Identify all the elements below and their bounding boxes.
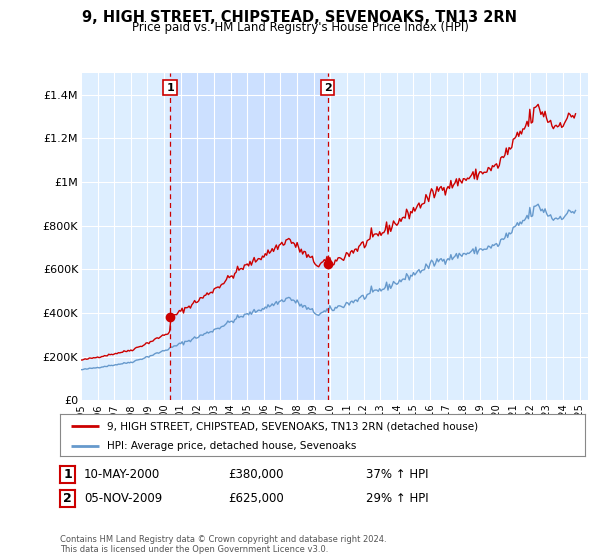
Text: 1: 1 — [63, 468, 72, 481]
Text: £625,000: £625,000 — [228, 492, 284, 505]
Text: 05-NOV-2009: 05-NOV-2009 — [84, 492, 162, 505]
Text: 10-MAY-2000: 10-MAY-2000 — [84, 468, 160, 481]
Text: 29% ↑ HPI: 29% ↑ HPI — [366, 492, 428, 505]
Text: £380,000: £380,000 — [228, 468, 284, 481]
Text: 1: 1 — [166, 83, 174, 92]
Text: Contains HM Land Registry data © Crown copyright and database right 2024.
This d: Contains HM Land Registry data © Crown c… — [60, 535, 386, 554]
Text: HPI: Average price, detached house, Sevenoaks: HPI: Average price, detached house, Seve… — [107, 441, 356, 451]
Text: Price paid vs. HM Land Registry's House Price Index (HPI): Price paid vs. HM Land Registry's House … — [131, 21, 469, 34]
Text: 9, HIGH STREET, CHIPSTEAD, SEVENOAKS, TN13 2RN (detached house): 9, HIGH STREET, CHIPSTEAD, SEVENOAKS, TN… — [107, 421, 478, 431]
Text: 2: 2 — [63, 492, 72, 505]
Text: 2: 2 — [324, 83, 332, 92]
Bar — [170, 73, 328, 400]
Text: 9, HIGH STREET, CHIPSTEAD, SEVENOAKS, TN13 2RN: 9, HIGH STREET, CHIPSTEAD, SEVENOAKS, TN… — [83, 10, 517, 25]
Text: 37% ↑ HPI: 37% ↑ HPI — [366, 468, 428, 481]
